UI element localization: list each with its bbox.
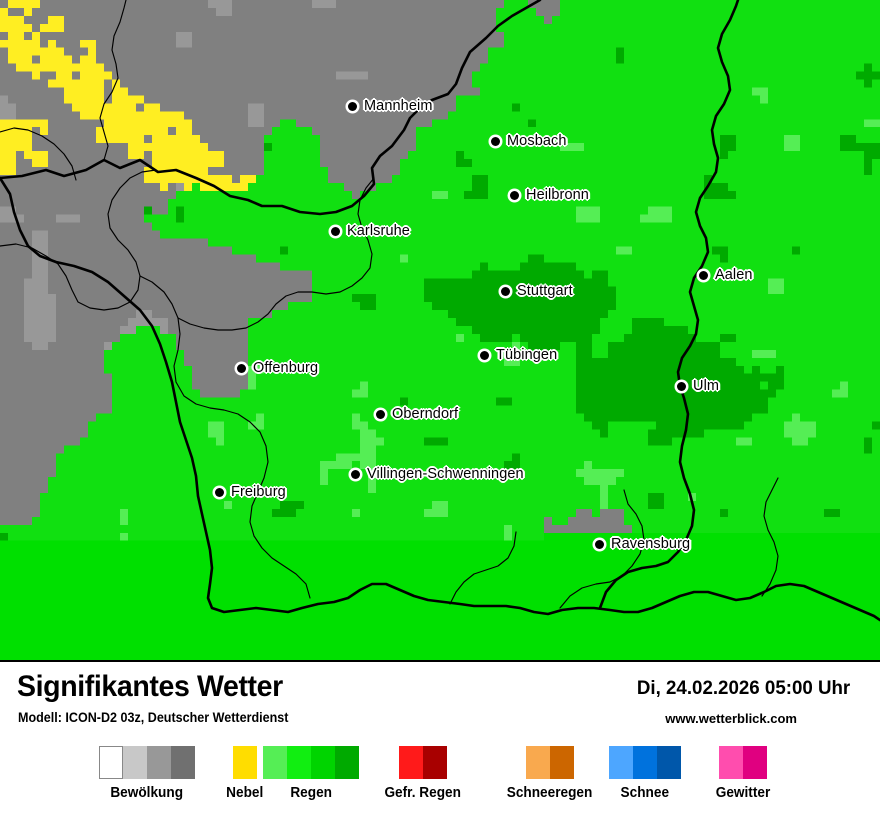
city-dot-icon	[480, 350, 489, 360]
legend-label: Bewölkung	[110, 785, 184, 801]
legend-swatch	[99, 746, 123, 779]
weather-map[interactable]: Mannheim Mosbach Heilbronn Karlsruhe Aal…	[0, 0, 880, 660]
city-dot-icon	[331, 226, 340, 236]
legend-swatch	[743, 746, 767, 779]
legend-group: Nebel	[225, 746, 265, 801]
city-dot-icon	[501, 286, 510, 296]
city-marker[interactable]: Mannheim	[348, 98, 433, 114]
legend-swatch	[232, 746, 257, 779]
city-label: Mosbach	[507, 133, 567, 149]
city-dot-icon	[699, 270, 708, 280]
borders-overlay	[0, 0, 880, 622]
national-border-lines	[0, 0, 880, 622]
city-marker[interactable]: Freiburg	[215, 484, 286, 500]
legend-swatch	[147, 746, 171, 779]
city-label: Ravensburg	[611, 536, 691, 552]
legend-group: Schneeregen	[504, 746, 595, 801]
legend-swatch	[123, 746, 147, 779]
footer-panel: Signifikantes Wetter Modell: ICON-D2 03z…	[0, 660, 880, 830]
legend-swatch-row	[232, 746, 257, 779]
legend-label: Gefr. Regen	[384, 785, 461, 801]
city-marker[interactable]: Offenburg	[237, 360, 318, 376]
legend-swatch	[263, 746, 287, 779]
city-marker[interactable]: Mosbach	[491, 133, 567, 149]
legend-group: Gefr. Regen	[382, 746, 463, 801]
city-label: Villingen-Schwenningen	[367, 466, 524, 482]
state-border-lines	[0, 0, 779, 609]
legend-swatch	[633, 746, 657, 779]
website-credit: www.wetterblick.com	[665, 711, 797, 726]
city-label: Heilbronn	[526, 187, 589, 203]
legend-swatch	[171, 746, 195, 779]
city-dot-icon	[510, 190, 519, 200]
city-marker[interactable]: Ulm	[677, 378, 719, 394]
legend-swatch-row	[719, 746, 767, 779]
legend-swatch	[525, 746, 550, 779]
city-dot-icon	[491, 136, 500, 146]
city-label: Oberndorf	[392, 406, 459, 422]
city-label: Ulm	[693, 378, 720, 394]
legend-swatch	[422, 746, 447, 779]
legend-group: Gewitter	[714, 746, 772, 801]
city-dot-icon	[595, 539, 604, 549]
city-marker[interactable]: Heilbronn	[510, 187, 589, 203]
legend-label: Schnee	[620, 785, 670, 801]
city-marker[interactable]: Oberndorf	[376, 406, 458, 422]
legend-label: Regen	[290, 785, 332, 801]
legend-swatch	[719, 746, 743, 779]
city-label: Mannheim	[364, 98, 433, 114]
city-dot-icon	[215, 487, 224, 497]
city-dot-icon	[677, 381, 686, 391]
legend-swatch	[335, 746, 359, 779]
city-marker[interactable]: Villingen-Schwenningen	[351, 466, 524, 482]
legend-label: Gewitter	[715, 785, 771, 801]
legend-swatch-row	[99, 746, 195, 779]
city-label: Tübingen	[496, 347, 558, 363]
legend-swatch	[287, 746, 311, 779]
legend-group: Schnee	[609, 746, 681, 801]
city-dot-icon	[351, 469, 360, 479]
city-marker[interactable]: Tübingen	[480, 347, 557, 363]
legend-swatch	[609, 746, 633, 779]
legend-group: Bewölkung	[99, 746, 195, 801]
city-dot-icon	[348, 101, 357, 111]
city-label: Karlsruhe	[347, 223, 410, 239]
page-title: Signifikantes Wetter	[17, 670, 283, 703]
legend-swatch-row	[263, 746, 359, 779]
legend-swatch-row	[398, 746, 447, 779]
city-marker[interactable]: Aalen	[699, 267, 753, 283]
legend-swatch-row	[609, 746, 681, 779]
city-dot-icon	[237, 363, 246, 373]
city-label: Aalen	[715, 267, 753, 283]
legend-swatch	[657, 746, 681, 779]
city-dot-icon	[376, 409, 385, 419]
city-marker[interactable]: Ravensburg	[595, 536, 690, 552]
city-marker[interactable]: Stuttgart	[501, 283, 573, 299]
legend-swatch	[398, 746, 423, 779]
city-label: Offenburg	[253, 360, 319, 376]
legend-swatch	[311, 746, 335, 779]
city-marker[interactable]: Karlsruhe	[331, 223, 410, 239]
model-subtitle: Modell: ICON-D2 03z, Deutscher Wetterdie…	[18, 710, 289, 725]
legend-swatch	[549, 746, 574, 779]
legend-group: Regen	[263, 746, 359, 801]
valid-datetime: Di, 24.02.2026 05:00 Uhr	[636, 677, 850, 699]
city-label: Stuttgart	[517, 283, 573, 299]
divider	[0, 660, 880, 662]
precipitation-raster-layer	[0, 0, 880, 660]
legend-label: Schneeregen	[506, 785, 593, 801]
legend-label: Nebel	[226, 785, 264, 801]
city-label: Freiburg	[231, 484, 286, 500]
legend-swatch-row	[525, 746, 574, 779]
